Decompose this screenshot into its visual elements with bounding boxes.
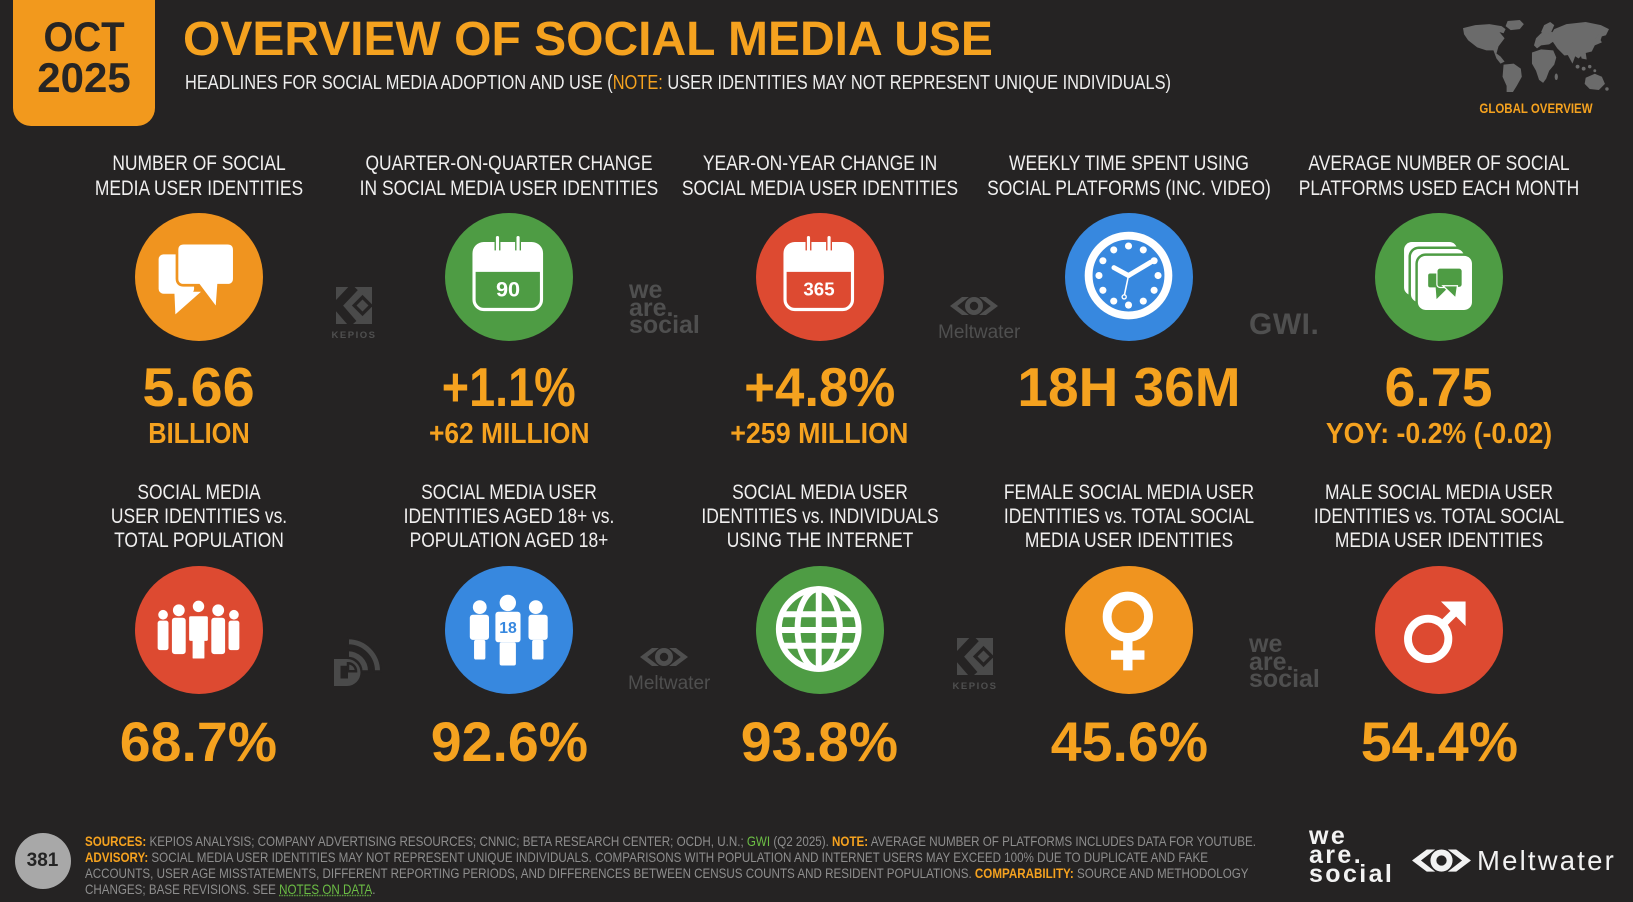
- svg-text:365: 365: [803, 278, 834, 299]
- svg-text:90: 90: [496, 276, 520, 301]
- svg-text:18: 18: [499, 620, 517, 637]
